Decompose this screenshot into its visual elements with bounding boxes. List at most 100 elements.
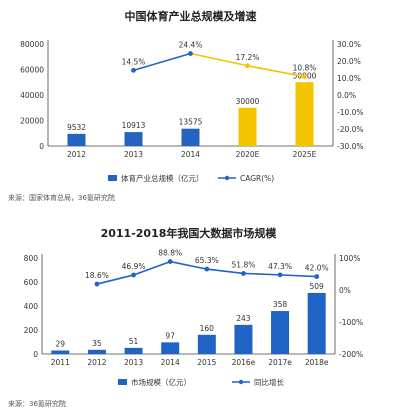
y-tick-label: 20000	[20, 117, 44, 126]
line-value-label: 17.2%	[236, 53, 260, 62]
line-value-label: 47.3%	[268, 262, 292, 271]
y2-tick-label: -10.0%	[337, 108, 364, 117]
y2-tick-label: 0%	[339, 286, 351, 295]
y-tick-label: 40000	[20, 91, 44, 100]
bar	[238, 107, 257, 146]
y2-tick-label: -20.0%	[337, 125, 364, 134]
bar-value-label: 97	[165, 331, 175, 340]
bar	[67, 133, 86, 146]
line-segment	[96, 274, 134, 285]
line-segment	[133, 52, 191, 72]
bar	[124, 132, 143, 146]
line-segment	[190, 52, 248, 67]
line-value-label: 18.6%	[85, 271, 109, 280]
legend-bar-label: 市场规模（亿元）	[131, 377, 191, 387]
line-value-label: 65.3%	[195, 256, 219, 265]
line-point	[241, 271, 246, 276]
y-tick-label: 0	[33, 350, 38, 359]
line-point	[314, 274, 320, 279]
y2-tick-label: 100%	[339, 254, 360, 263]
chart-sports-industry: 中国体育产业总规模及增速 0 20000 40000 60000 80000 30.0% 20…	[20, 9, 363, 183]
y2-tick-label: 10.0%	[337, 74, 361, 83]
legend-bar-swatch	[108, 175, 117, 181]
line-segment	[170, 260, 207, 270]
line-value-label: 24.4%	[179, 41, 203, 50]
x-tick-label: 2011	[51, 358, 70, 367]
line-point	[245, 63, 250, 69]
chart-big-data-market: 2011-2018年我国大数据市场规模 0 200 400 600 800 100% 0% -1…	[24, 226, 363, 387]
line-value-label: 10.8%	[293, 64, 317, 73]
x-tick-label: 2014	[181, 150, 200, 159]
line-segment	[133, 260, 171, 276]
bar	[295, 82, 314, 146]
bar-value-label: 509	[310, 282, 325, 291]
y2-tick-label: 20.0%	[337, 57, 361, 66]
line-point	[94, 281, 100, 287]
bar	[234, 324, 253, 354]
line-segment	[243, 272, 281, 276]
y2-tick-label: -200%	[339, 350, 363, 359]
line-value-label: 14.5%	[122, 57, 146, 66]
bar	[124, 347, 143, 354]
bar	[197, 334, 216, 354]
bar-value-label: 243	[236, 314, 251, 323]
x-tick-label: 2018e	[305, 358, 329, 367]
x-tick-label: 2013	[124, 358, 143, 367]
x-tick-label: 2014	[161, 358, 180, 367]
line-point	[167, 259, 173, 264]
legend-bar-label: 体育产业总规模（亿元）	[121, 173, 204, 183]
x-tick-label: 2012	[87, 358, 106, 367]
legend-line-marker	[224, 175, 230, 181]
chart-title: 中国体育产业总规模及增速	[125, 9, 257, 23]
y-tick-label: 200	[24, 326, 39, 335]
y2-tick-label: -30.0%	[337, 142, 364, 151]
bar-value-label: 9532	[67, 123, 86, 132]
line-point	[131, 272, 136, 278]
bar-value-label: 10913	[122, 121, 146, 130]
y-tick-label: 800	[24, 254, 39, 263]
line-value-label: 51.8%	[232, 260, 256, 269]
legend-line-label: 同比增长	[254, 377, 284, 387]
chart-title: 2011-2018年我国大数据市场规模	[101, 226, 278, 240]
y2-tick-label: 0.0%	[337, 91, 356, 100]
line-value-label: 88.8%	[158, 249, 182, 258]
source-note-sports: 来源：国家体育总局，36氪研究院	[8, 194, 115, 202]
bar-value-label: 358	[273, 300, 288, 309]
bar-value-label: 51	[129, 337, 139, 346]
line-point	[277, 272, 283, 278]
line-point	[302, 74, 307, 80]
bar-value-label: 13575	[179, 118, 203, 127]
y-tick-label: 400	[24, 302, 39, 311]
line-value-label: 42.0%	[305, 264, 329, 273]
legend-line-marker	[238, 379, 244, 385]
bar	[271, 311, 290, 354]
bar-value-label: 35	[92, 339, 102, 348]
x-tick-label: 2013	[124, 150, 143, 159]
line-point	[131, 67, 136, 73]
y-tick-label: 600	[24, 278, 39, 287]
y-tick-label: 0	[39, 142, 44, 151]
line-point	[188, 51, 193, 56]
line-segment	[247, 64, 305, 78]
source-note-bigdata: 来源：36氪研究院	[8, 400, 66, 408]
y-tick-label: 80000	[20, 40, 44, 49]
bar	[51, 350, 70, 354]
bar	[181, 128, 200, 146]
bar	[161, 342, 180, 354]
line-point	[204, 266, 210, 272]
x-tick-label: 2017e	[268, 358, 292, 367]
bar	[87, 349, 106, 354]
legend-bar-swatch	[118, 379, 127, 385]
x-tick-label: 2015	[197, 358, 216, 367]
x-tick-label: 2025E	[293, 150, 317, 159]
bar-value-label: 29	[56, 340, 66, 349]
y-tick-label: 60000	[20, 66, 44, 75]
bar-value-label: 30000	[236, 97, 260, 106]
legend-line-label: CAGR(%)	[240, 174, 274, 183]
bar-value-label: 160	[200, 324, 215, 333]
x-tick-label: 2016e	[232, 358, 256, 367]
line-segment	[280, 274, 317, 278]
bar	[307, 292, 326, 354]
y2-tick-label: 30.0%	[337, 40, 361, 49]
